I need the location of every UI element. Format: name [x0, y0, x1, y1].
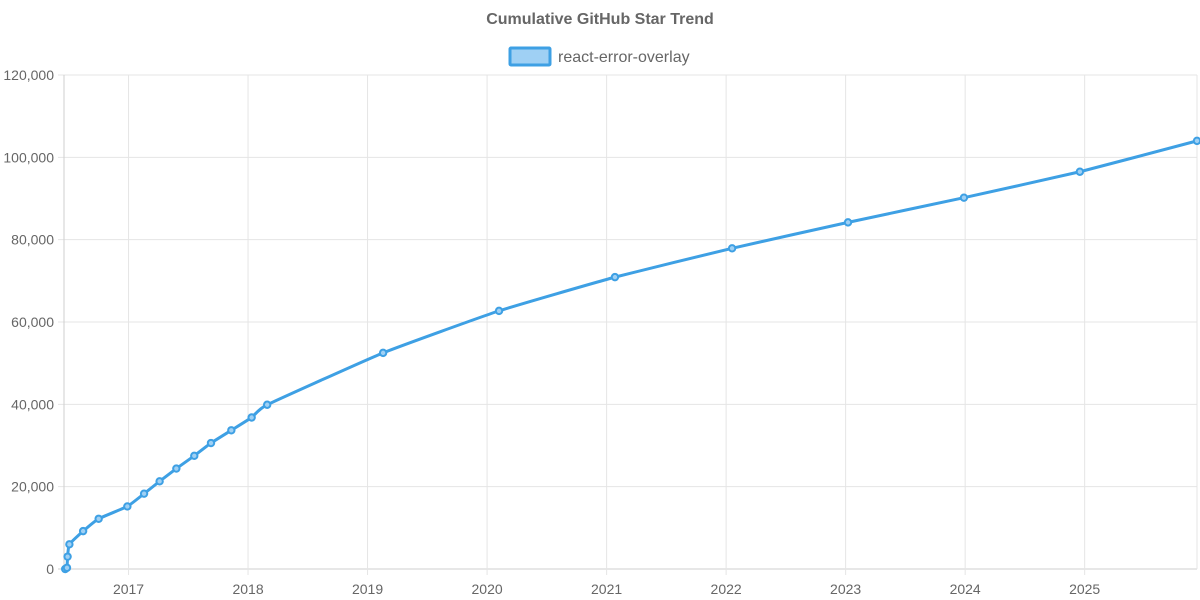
- chart-title: Cumulative GitHub Star Trend: [486, 11, 714, 28]
- x-tick-label: 2025: [1069, 581, 1100, 597]
- data-point: [959, 193, 969, 202]
- x-tick-label: 2023: [830, 581, 861, 597]
- grid: [58, 74, 1197, 575]
- y-tick-label: 80,000: [11, 232, 54, 248]
- data-point: [62, 563, 72, 572]
- y-tick-label: 0: [46, 561, 54, 577]
- data-point: [843, 218, 853, 227]
- data-point: [494, 306, 504, 316]
- data-point: [1192, 136, 1200, 146]
- data-point: [262, 400, 272, 409]
- data-point: [139, 489, 149, 498]
- y-tick-label: 100,000: [3, 149, 54, 165]
- x-tick-label: 2019: [352, 581, 383, 597]
- y-tick-label: 40,000: [11, 396, 54, 412]
- y-tick-label: 20,000: [11, 479, 54, 495]
- x-tick-label: 2021: [591, 581, 622, 597]
- data-point: [1075, 167, 1085, 176]
- axes: 0 20,000 40,000 60,000 80,000 100,000 120,000 2…: [3, 67, 1198, 597]
- data-point: [78, 526, 88, 536]
- y-tick-label: 120,000: [3, 67, 54, 83]
- legend[interactable]: react-error-overlay: [508, 46, 690, 67]
- data-point: [247, 413, 256, 422]
- data-point: [227, 426, 236, 435]
- data-point: [155, 477, 164, 486]
- x-tick-label: 2022: [711, 581, 742, 597]
- x-tick-label: 2017: [113, 581, 144, 597]
- data-point: [63, 552, 72, 561]
- data-point: [727, 244, 737, 253]
- x-tick-label: 2018: [232, 581, 263, 597]
- data-point: [206, 438, 216, 448]
- data-point: [378, 348, 388, 358]
- y-tick-label: 60,000: [11, 314, 54, 330]
- legend-label[interactable]: react-error-overlay: [558, 49, 690, 66]
- series-react-error-overlay: [60, 136, 1200, 574]
- data-point: [123, 502, 132, 511]
- series-line: [63, 139, 1199, 571]
- data-point: [65, 540, 74, 549]
- data-point: [190, 451, 199, 460]
- data-point: [94, 514, 103, 523]
- data-point: [172, 464, 181, 473]
- x-tick-label: 2024: [950, 581, 981, 597]
- x-tick-label: 2020: [472, 581, 503, 597]
- legend-swatch[interactable]: [508, 46, 552, 67]
- data-point: [610, 272, 620, 282]
